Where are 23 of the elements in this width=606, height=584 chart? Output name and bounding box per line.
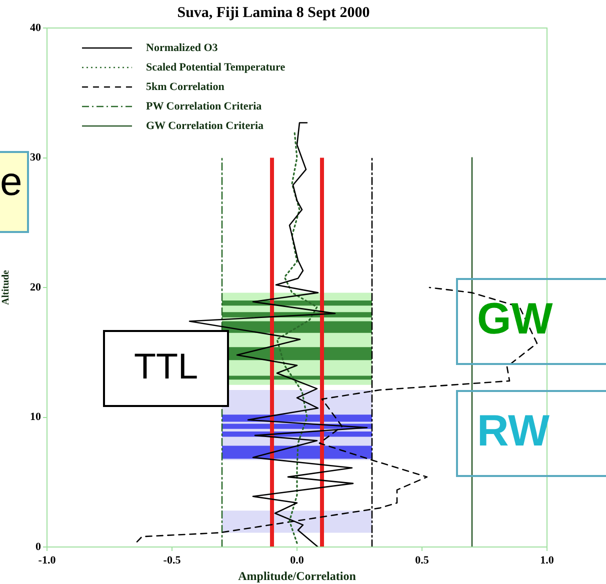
x-tick-label: -1.0: [38, 554, 56, 566]
chart-title: Suva, Fiji Lamina 8 Sept 2000: [177, 4, 370, 21]
y-axis-title: Altitude: [0, 269, 12, 305]
text: e: [0, 160, 22, 204]
legend-label: GW Correlation Criteria: [146, 120, 264, 132]
legend-label: Normalized O3: [146, 42, 218, 54]
legend-label: Scaled Potential Temperature: [146, 61, 286, 74]
y-tick-label: 10: [30, 411, 42, 424]
annotation: TTL: [134, 345, 198, 386]
legend-label: 5km Correlation: [146, 80, 224, 93]
legend-label: PW Correlation Criteria: [146, 100, 262, 112]
y-tick-label: 40: [30, 22, 42, 34]
y-tick-label: 20: [30, 281, 42, 294]
y-tick-label: 0: [36, 540, 42, 553]
x-tick-label: 0.0: [290, 554, 304, 566]
annotation: RW: [477, 406, 550, 456]
x-tick-label: -0.5: [163, 554, 182, 566]
y-tick-label: 30: [30, 152, 42, 164]
annotation: GW: [477, 294, 554, 344]
x-tick-label: 0.5: [415, 554, 430, 566]
x-tick-label: 1.0: [540, 554, 554, 566]
x-axis-title: Amplitude/Correlation: [238, 568, 356, 583]
line-series: [276, 131, 318, 544]
